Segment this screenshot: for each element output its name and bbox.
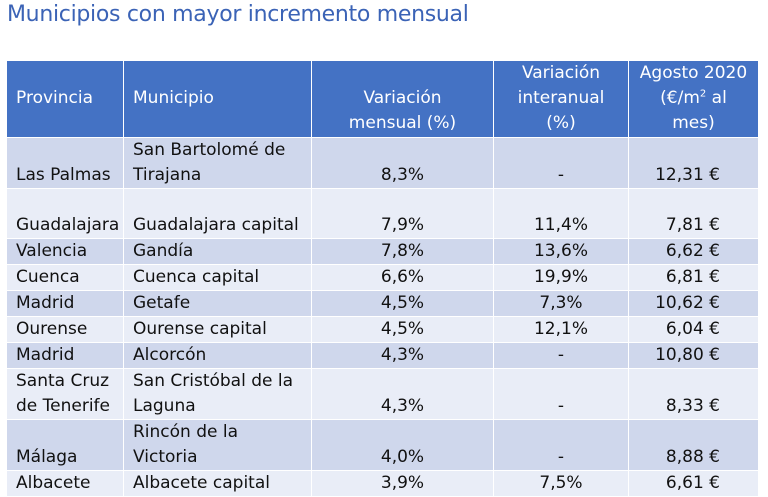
cell-variacion-mensual: 4,3% <box>311 342 494 369</box>
cell-variacion-mensual: 7,8% <box>311 238 494 265</box>
table-row: Madrid Alcorcón 4,3% -10,80 € <box>6 342 759 369</box>
cell-municipio: San Cristóbal de la Laguna <box>123 368 312 420</box>
header-variacion-interanual: Variación interanual (%) <box>493 60 629 138</box>
cell-variacion-interanual: 11,4% <box>493 188 629 239</box>
cell-precio: 8,88 € <box>628 419 759 471</box>
table-row: Las Palmas San Bartolomé de Tirajana 8,3% -… <box>6 137 759 189</box>
cell-municipio: Gandía <box>123 238 312 265</box>
cell-variacion-interanual: 13,6% <box>493 238 629 265</box>
header-precio: Agosto 2020 (€/m2 al mes) <box>628 60 759 138</box>
cell-variacion-interanual: - <box>493 137 629 189</box>
cell-provincia: Cuenca <box>6 264 124 291</box>
header-variacion-mensual: Variación mensual (%) <box>311 60 494 138</box>
cell-precio: 6,61 € <box>628 470 759 497</box>
cell-municipio: Alcorcón <box>123 342 312 369</box>
cell-municipio: Albacete capital <box>123 470 312 497</box>
cell-provincia: Valencia <box>6 238 124 265</box>
header-provincia: Provincia <box>6 60 124 138</box>
cell-variacion-interanual: - <box>493 368 629 420</box>
cell-provincia: Albacete <box>6 470 124 497</box>
table-row: Cuenca Cuenca capital 6,6% 19,9% 6,81 € <box>6 264 759 291</box>
cell-provincia: Málaga <box>6 419 124 471</box>
cell-municipio: Guadalajara capital <box>123 188 312 239</box>
page-title: Municipios con mayor incremento mensual <box>7 2 469 27</box>
cell-variacion-mensual: 3,9% <box>311 470 494 497</box>
cell-precio: 6,62 € <box>628 238 759 265</box>
table-row: Santa Cruz de Tenerife San Cristóbal de l… <box>6 368 759 420</box>
header-row: Provincia Municipio Variación mensual (%… <box>6 60 759 138</box>
cell-variacion-mensual: 4,0% <box>311 419 494 471</box>
cell-provincia: Madrid <box>6 290 124 317</box>
cell-provincia: Ourense <box>6 316 124 343</box>
cell-variacion-mensual: 4,3% <box>311 368 494 420</box>
cell-municipio: Ourense capital <box>123 316 312 343</box>
cell-municipio: Getafe <box>123 290 312 317</box>
cell-variacion-mensual: 8,3% <box>311 137 494 189</box>
cell-variacion-mensual: 4,5% <box>311 290 494 317</box>
cell-precio: 6,81 € <box>628 264 759 291</box>
data-table: Provincia Municipio Variación mensual (%… <box>6 60 759 497</box>
table-row: Madrid Getafe 4,5% 7,3% 10,62 € <box>6 290 759 317</box>
cell-variacion-interanual: 7,3% <box>493 290 629 317</box>
header-municipio: Municipio <box>123 60 312 138</box>
cell-precio: 7,81 € <box>628 188 759 239</box>
cell-precio: 6,04 € <box>628 316 759 343</box>
cell-variacion-interanual: 19,9% <box>493 264 629 291</box>
cell-precio: 10,62 € <box>628 290 759 317</box>
cell-variacion-mensual: 4,5% <box>311 316 494 343</box>
cell-variacion-interanual: 7,5% <box>493 470 629 497</box>
cell-precio: 10,80 € <box>628 342 759 369</box>
cell-provincia: Las Palmas <box>6 137 124 189</box>
table-row: Málaga Rincón de la Victoria 4,0% -8,88 € <box>6 419 759 471</box>
cell-municipio: Cuenca capital <box>123 264 312 291</box>
cell-variacion-interanual: 12,1% <box>493 316 629 343</box>
cell-provincia: Guadalajara <box>6 188 124 239</box>
cell-variacion-interanual: - <box>493 342 629 369</box>
cell-municipio: San Bartolomé de Tirajana <box>123 137 312 189</box>
table-row: Valencia Gandía 7,8% 13,6% 6,62 € <box>6 238 759 265</box>
cell-provincia: Santa Cruz de Tenerife <box>6 368 124 420</box>
cell-precio: 8,33 € <box>628 368 759 420</box>
table-row: Guadalajara Guadalajara capital 7,9% 11,4% 7… <box>6 188 759 239</box>
cell-provincia: Madrid <box>6 342 124 369</box>
cell-precio: 12,31 € <box>628 137 759 189</box>
cell-municipio: Rincón de la Victoria <box>123 419 312 471</box>
cell-variacion-mensual: 7,9% <box>311 188 494 239</box>
cell-variacion-interanual: - <box>493 419 629 471</box>
table-row: Albacete Albacete capital 3,9% 7,5% 6,61 € <box>6 470 759 497</box>
cell-variacion-mensual: 6,6% <box>311 264 494 291</box>
table-row: Ourense Ourense capital 4,5% 12,1% 6,04 € <box>6 316 759 343</box>
